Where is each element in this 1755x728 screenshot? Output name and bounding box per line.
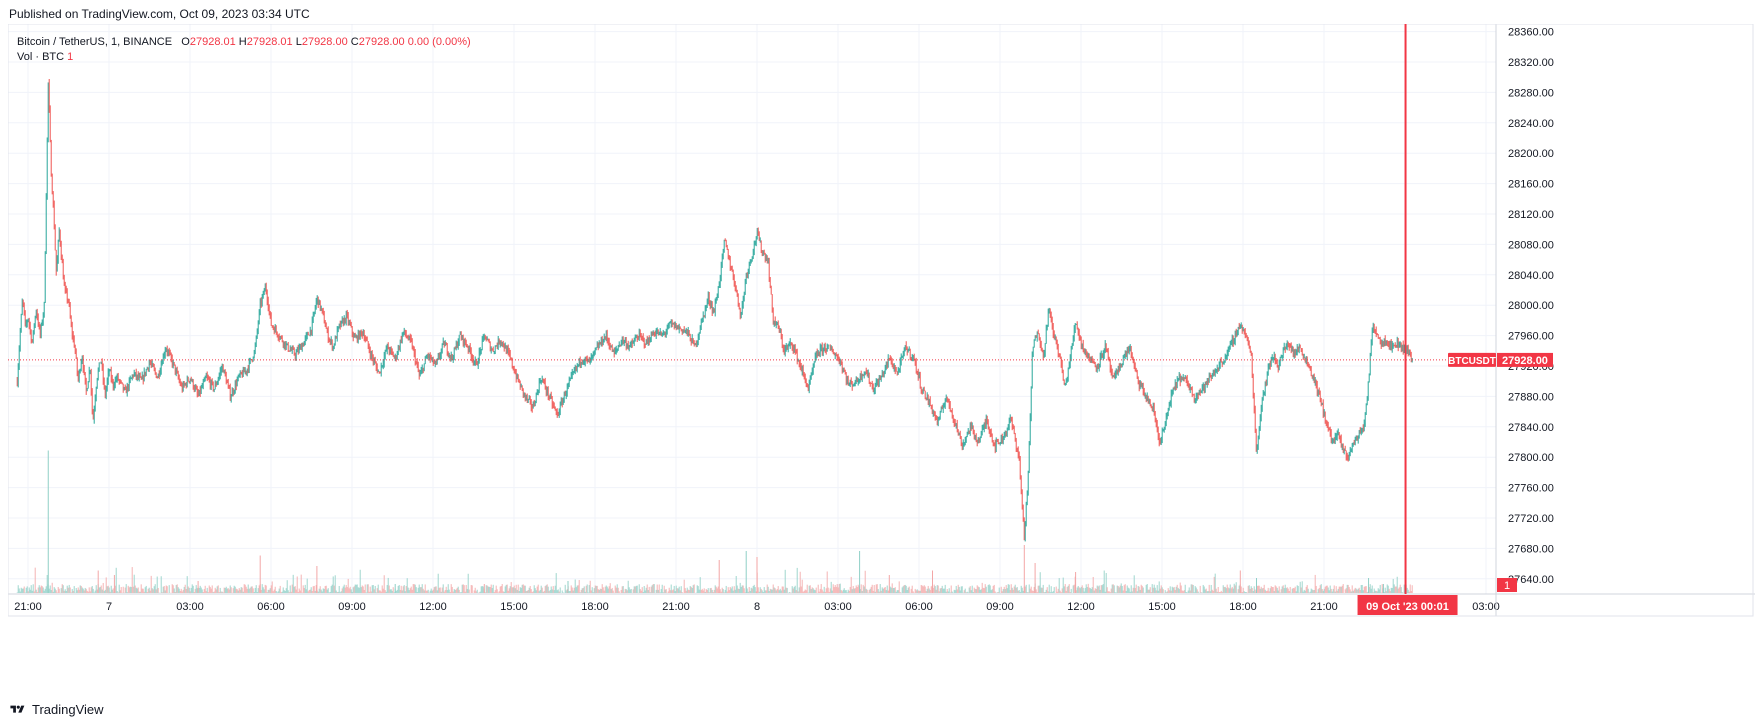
crosshair-time-label: 09 Oct '23 00:01 (1366, 601, 1449, 613)
volume-badge (1497, 578, 1517, 592)
x-tick-label: 21:00 (1310, 601, 1338, 613)
x-tick-label: 12:00 (419, 601, 447, 613)
volume-badge-label: 1 (1504, 580, 1510, 592)
y-tick-label: 28120.00 (1508, 209, 1554, 221)
tradingview-brand: TradingView (32, 702, 104, 717)
y-tick-label: 28280.00 (1508, 87, 1554, 99)
legend-price-row: Bitcoin / TetherUS, 1, BINANCE O27928.01… (17, 35, 471, 50)
legend-close-value: 27928.00 (358, 36, 405, 48)
y-tick-label: 28360.00 (1508, 27, 1554, 39)
legend-symbol[interactable]: Bitcoin / TetherUS, 1, BINANCE (17, 36, 173, 48)
x-tick-label: 03:00 (824, 601, 852, 613)
legend-low-label: L (295, 36, 302, 48)
published-caption: Published on TradingView.com, Oct 09, 20… (9, 7, 310, 21)
y-tick-label: 27680.00 (1508, 543, 1554, 555)
symbol-badge (1448, 352, 1496, 367)
chart-border (8, 24, 1754, 617)
x-tick-label: 09:00 (338, 601, 366, 613)
y-tick-label: 27880.00 (1508, 391, 1554, 403)
y-tick-label: 28000.00 (1508, 300, 1554, 312)
y-tick-label: 27800.00 (1508, 452, 1554, 464)
x-tick-label: 03:00 (176, 601, 204, 613)
legend-volume-value: 1 (67, 51, 74, 63)
legend-high-value: 27928.01 (246, 36, 293, 48)
y-tick-label: 28200.00 (1508, 148, 1554, 160)
y-tick-label: 28040.00 (1508, 270, 1554, 282)
last-price-badge (1497, 352, 1553, 367)
chart-frame[interactable]: 28360.00 28320.00 28280.00 28240.00 28200.00… (8, 24, 1755, 690)
legend-open-value: 27928.01 (189, 36, 236, 48)
legend-change: 0.00 (0.00%) (407, 36, 471, 48)
y-tick-label: 28320.00 (1508, 57, 1554, 69)
legend-open-label: O (181, 36, 190, 48)
y-tick-label: 27760.00 (1508, 483, 1554, 495)
x-tick-label: 15:00 (500, 601, 528, 613)
x-tick-label: 18:00 (581, 601, 609, 613)
x-tick-label: 21:00 (14, 601, 42, 613)
crosshair-time-badge (1357, 595, 1458, 615)
x-tick-label: 18:00 (1229, 601, 1257, 613)
legend-close-label: C (350, 36, 359, 48)
x-tick-label: 12:00 (1067, 601, 1095, 613)
x-tick-label: 15:00 (1148, 601, 1176, 613)
chart-legend: Bitcoin / TetherUS, 1, BINANCE O27928.01… (17, 35, 471, 65)
x-tick-label: 03:00 (1472, 601, 1500, 613)
tradingview-footer[interactable]: TradingView (9, 702, 104, 717)
price-chart[interactable]: 28360.00 28320.00 28280.00 28240.00 28200.00… (8, 24, 1755, 690)
x-tick-label: 7 (106, 601, 112, 613)
x-tick-label: 09:00 (986, 601, 1014, 613)
x-tick-label: 21:00 (662, 601, 690, 613)
x-tick-label: 8 (754, 601, 760, 613)
symbol-badge-label: BTCUSDT (1448, 356, 1496, 367)
y-tick-label: 28080.00 (1508, 239, 1554, 251)
y-tick-label: 27960.00 (1508, 331, 1554, 343)
y-tick-label: 28240.00 (1508, 118, 1554, 130)
legend-high-label: H (238, 36, 247, 48)
tradingview-logo-icon (10, 705, 25, 713)
legend-low-value: 27928.00 (301, 36, 348, 48)
x-tick-label: 06:00 (905, 601, 933, 613)
y-tick-label: 27720.00 (1508, 513, 1554, 525)
legend-volume-label[interactable]: Vol · BTC (17, 51, 65, 63)
y-tick-label: 28160.00 (1508, 179, 1554, 191)
legend-volume-row: Vol · BTC 1 (17, 50, 471, 65)
y-tick-label: 27640.00 (1508, 574, 1554, 586)
x-tick-label: 06:00 (257, 601, 285, 613)
y-tick-label: 27840.00 (1508, 422, 1554, 434)
last-price-label: 27928.00 (1502, 355, 1548, 367)
